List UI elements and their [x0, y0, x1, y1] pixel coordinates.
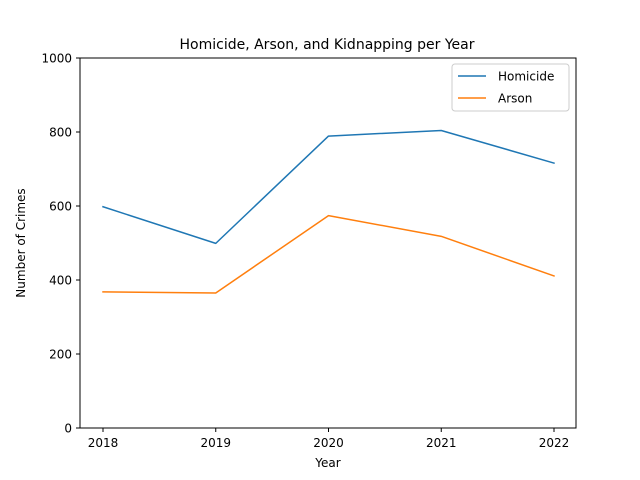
y-tick-label: 800 [49, 126, 72, 140]
series-lines [102, 129, 555, 294]
x-tick-label: 2020 [313, 436, 344, 450]
x-tick-label: 2019 [200, 436, 231, 450]
x-tick-label: 2018 [88, 436, 119, 450]
y-tick-label: 600 [49, 200, 72, 214]
y-axis: 0 200 400 600 800 1000 [41, 52, 80, 436]
legend-label: Arson [498, 92, 532, 106]
series-line-arson [102, 214, 555, 294]
x-axis: 2018 2019 2020 2021 2022 [88, 428, 570, 450]
y-tick-label: 1000 [41, 52, 72, 66]
x-axis-label: Year [314, 456, 340, 470]
y-axis-label: Number of Crimes [14, 188, 28, 297]
plot-frame [79, 57, 577, 429]
y-tick-label: 400 [49, 274, 72, 288]
legend: Homicide Arson [451, 63, 570, 112]
y-tick-label: 200 [49, 348, 72, 362]
chart-title: Homicide, Arson, and Kidnapping per Year [180, 37, 475, 53]
y-tick-label: 0 [64, 422, 72, 436]
series-line-homicide [102, 129, 555, 245]
x-tick-label: 2022 [539, 436, 570, 450]
legend-label: Homicide [498, 70, 554, 84]
x-tick-label: 2021 [426, 436, 457, 450]
